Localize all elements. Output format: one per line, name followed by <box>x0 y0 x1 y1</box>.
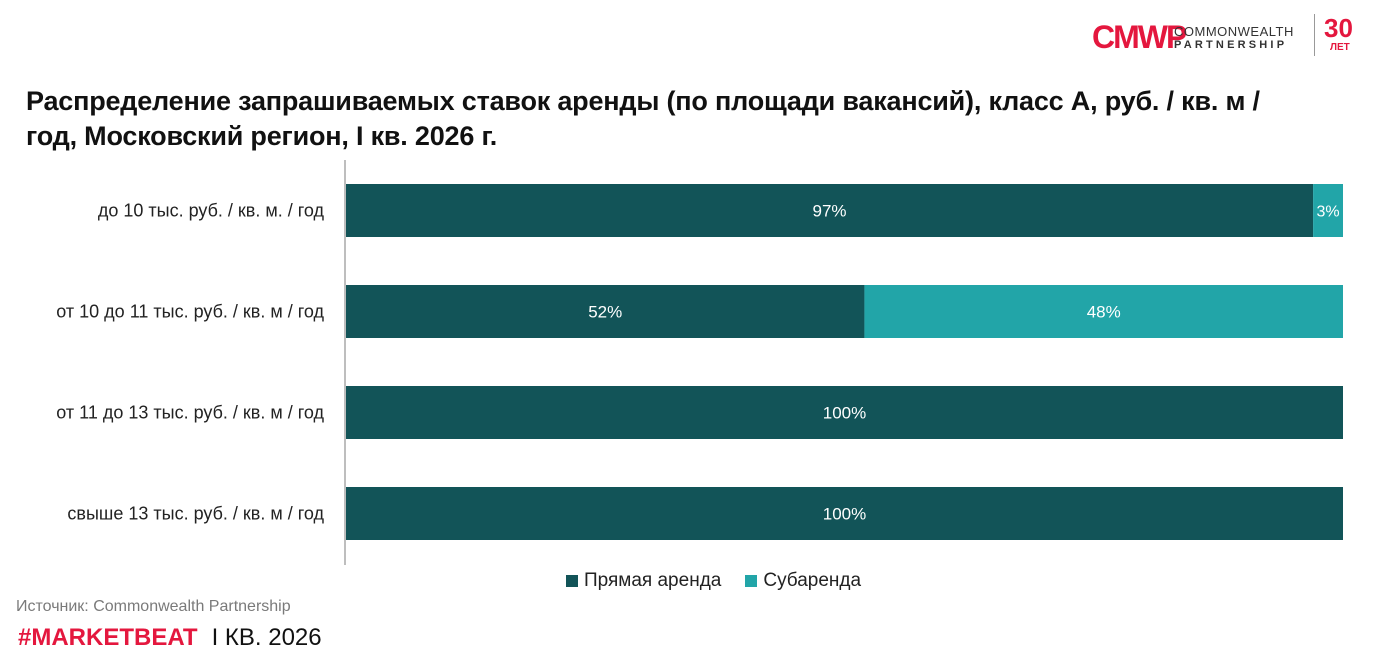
logo-years: 30 <box>1324 13 1353 43</box>
footer: #MARKETBEAT I КВ. 2026 <box>18 624 322 652</box>
logo-name-line1: COMMONWEALTH <box>1174 24 1294 39</box>
marketbeat-hashtag: #MARKETBEAT <box>18 624 198 651</box>
legend-item-sublease: Субаренда <box>745 570 861 592</box>
category-label: свыше 13 тыс. руб. / кв. м / год <box>67 504 324 524</box>
bar-direct-lease <box>346 487 1343 540</box>
legend-swatch-sublease <box>745 575 758 587</box>
bar-value-label: 48% <box>1087 303 1121 322</box>
category-label: от 11 до 13 тыс. руб. / кв. м / год <box>56 403 324 423</box>
bar-direct-lease <box>346 386 1343 439</box>
bar-value-label: 52% <box>588 303 622 322</box>
bar-direct-lease <box>346 285 865 338</box>
logo-years-label: ЛЕТ <box>1330 42 1350 53</box>
bar-value-label: 97% <box>813 202 847 221</box>
chart-title: Распределение запрашиваемых ставок аренд… <box>26 86 1260 151</box>
logo-name-line2: PARTNERSHIP <box>1174 39 1288 51</box>
logo-mark: CMWP <box>1092 19 1187 55</box>
bar-sublease <box>864 285 1343 338</box>
chart-legend: Прямая аренда Субаренда <box>566 570 885 592</box>
report-period: I КВ. 2026 <box>211 624 322 651</box>
bar-sublease <box>1313 184 1343 237</box>
source-note: Источник: Commonwealth Partnership <box>16 598 291 615</box>
company-logo: CMWP COMMONWEALTH PARTNERSHIP 30 ЛЕТ <box>1090 12 1360 60</box>
bar-direct-lease <box>346 184 1314 237</box>
bar-value-label: 3% <box>1316 204 1339 221</box>
legend-label-sublease: Субаренда <box>763 570 862 591</box>
legend-item-direct: Прямая аренда <box>566 570 721 592</box>
category-label: до 10 тыс. руб. / кв. м. / год <box>98 201 325 221</box>
category-label: от 10 до 11 тыс. руб. / кв. м / год <box>56 302 324 322</box>
bar-value-label: 100% <box>823 505 866 524</box>
legend-swatch-direct <box>566 575 578 587</box>
logo-divider <box>1314 14 1315 56</box>
bar-value-label: 100% <box>823 404 866 423</box>
legend-label-direct: Прямая аренда <box>584 570 722 591</box>
